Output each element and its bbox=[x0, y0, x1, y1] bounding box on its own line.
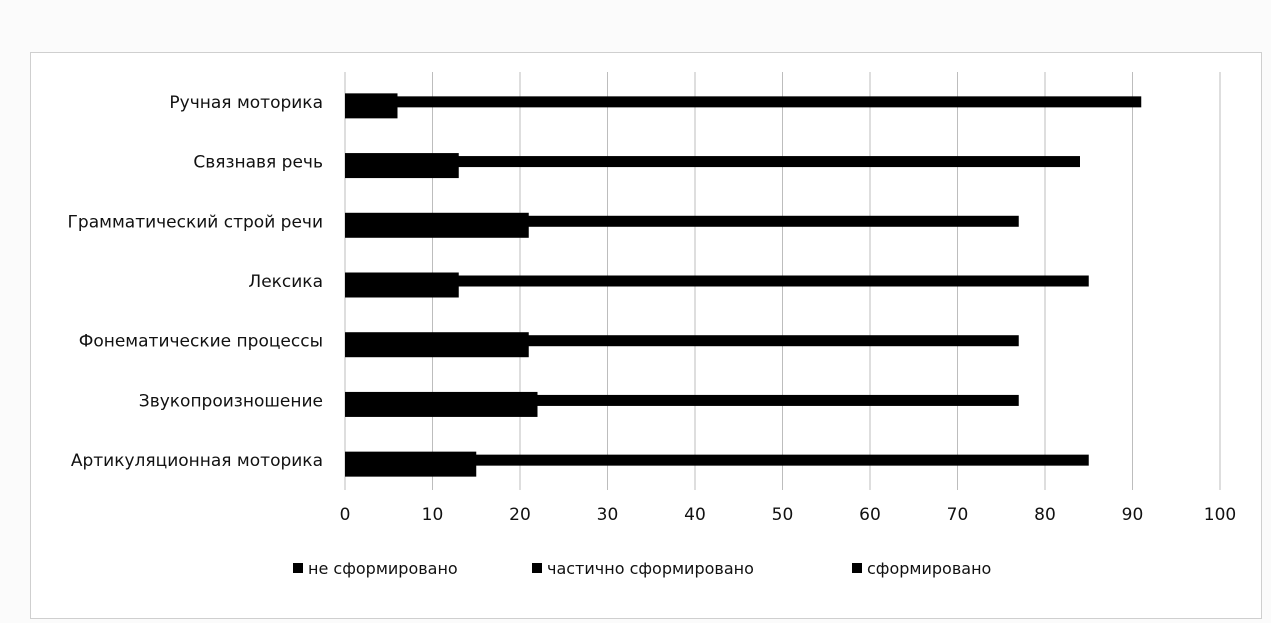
bar-chastichno-1 bbox=[345, 156, 1080, 168]
category-label: Связнавя речь bbox=[193, 153, 323, 173]
x-tick-label: 60 bbox=[859, 505, 881, 525]
bar-ne-sformirovano-3 bbox=[345, 272, 459, 298]
bar-ne-sformirovano-4 bbox=[345, 332, 529, 358]
category-label: Грамматический строй речи bbox=[68, 212, 323, 232]
bar-chastichno-5 bbox=[345, 394, 1019, 406]
x-tick-label: 0 bbox=[340, 505, 351, 525]
bar-ne-sformirovano-1 bbox=[345, 153, 459, 179]
legend: не сформировано частично сформировано сфор… bbox=[293, 559, 991, 578]
x-tick-label: 50 bbox=[772, 505, 794, 525]
bar-chastichno-6 bbox=[345, 454, 1089, 466]
category-label: Артикуляционная моторика bbox=[71, 451, 323, 471]
category-label: Фонематические процессы bbox=[79, 332, 323, 352]
x-tick-label: 80 bbox=[1034, 505, 1056, 525]
bar-chastichno-3 bbox=[345, 275, 1089, 287]
x-tick-label: 20 bbox=[509, 505, 531, 525]
category-label: Ручная моторика bbox=[169, 93, 323, 113]
bar-ne-sformirovano-6 bbox=[345, 451, 477, 477]
category-label: Звукопроизношение bbox=[139, 391, 323, 411]
legend-swatch-2 bbox=[852, 563, 862, 573]
bar-chastichno-0 bbox=[345, 96, 1142, 108]
category-label: Лексика bbox=[248, 272, 323, 292]
tick-label-layer: 0 10 20 30 40 50 60 70 80 90 100 bbox=[340, 505, 1237, 525]
bar-ne-sformirovano-5 bbox=[345, 391, 538, 417]
bar-ne-sformirovano-0 bbox=[345, 93, 398, 119]
x-tick-label: 100 bbox=[1204, 505, 1236, 525]
category-label-layer: Ручная моторика Связнавя речь Грамматическ… bbox=[68, 93, 323, 471]
legend-swatch-1 bbox=[532, 563, 542, 573]
x-tick-label: 40 bbox=[684, 505, 706, 525]
x-tick-label: 70 bbox=[947, 505, 969, 525]
legend-swatch-0 bbox=[293, 563, 303, 573]
x-tick-label: 30 bbox=[597, 505, 619, 525]
legend-label: сформировано bbox=[867, 559, 991, 578]
legend-label: частично сформировано bbox=[547, 559, 754, 578]
bar-chastichno-4 bbox=[345, 335, 1019, 347]
bar-ne-sformirovano-2 bbox=[345, 212, 529, 238]
legend-label: не сформировано bbox=[308, 559, 458, 578]
bar-chastichno-2 bbox=[345, 215, 1019, 227]
x-tick-label: 90 bbox=[1122, 505, 1144, 525]
x-tick-label: 10 bbox=[422, 505, 444, 525]
bar-layer bbox=[345, 93, 1142, 477]
